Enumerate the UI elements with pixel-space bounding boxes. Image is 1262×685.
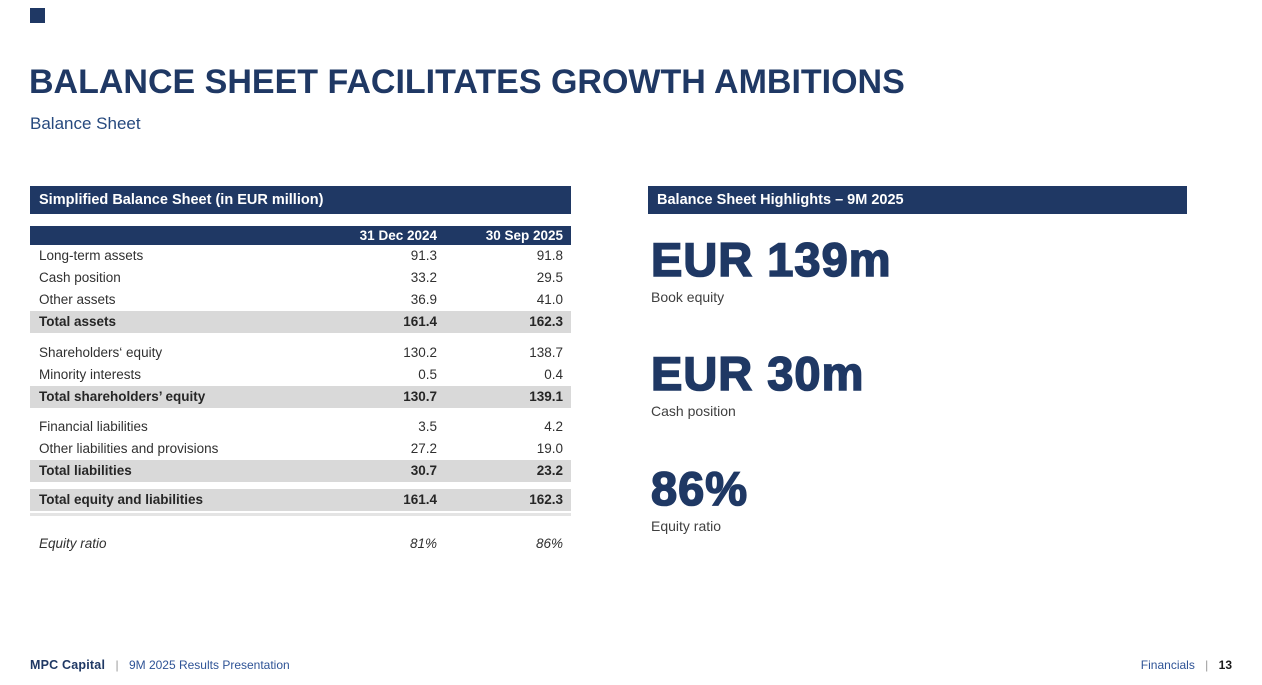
page-number: 13 [1218, 658, 1232, 672]
footer-separator: | [1205, 658, 1209, 672]
page-title: BALANCE SHEET FACILITATES GROWTH AMBITIO… [29, 63, 905, 101]
row-label: Equity ratio [39, 536, 107, 551]
section-label: Financials [1140, 658, 1195, 672]
spacer [30, 516, 571, 533]
table-row: Financial liabilities 3.5 4.2 [30, 416, 571, 438]
highlights-title: Balance Sheet Highlights – 9M 2025 [648, 186, 1187, 214]
row-value-2025: 138.7 [529, 345, 563, 360]
table-row: Shareholders‘ equity 130.2 138.7 [30, 342, 571, 364]
row-value-2024: 0.5 [418, 367, 437, 382]
row-value-2024: 91.3 [410, 248, 437, 263]
brand-square-logo [30, 8, 45, 23]
footer-right: Financials | 13 [1141, 658, 1232, 672]
page-subtitle: Balance Sheet [30, 114, 141, 133]
row-label: Total shareholders’ equity [39, 389, 206, 404]
row-value-2025: 162.3 [529, 314, 563, 329]
footer-left: MPC Capital | 9M 2025 Results Presentati… [30, 658, 290, 672]
table-row: Other assets 36.9 41.0 [30, 289, 571, 311]
row-value-2025: 162.3 [529, 492, 563, 507]
table-bottom-rule [30, 513, 571, 516]
row-label: Shareholders‘ equity [39, 345, 163, 360]
row-value-2024: 130.2 [403, 345, 437, 360]
highlight-equity-ratio: 86% Equity ratio [650, 462, 1187, 535]
column-header-empty [39, 226, 317, 245]
table-row: Other liabilities and provisions 27.2 19… [30, 438, 571, 460]
table-total-row: Total assets 161.4 162.3 [30, 311, 571, 333]
highlight-book-equity: EUR 139m Book equity [650, 233, 1187, 306]
spacer [30, 482, 571, 489]
table-title: Simplified Balance Sheet (in EUR million… [30, 186, 571, 214]
row-label: Other assets [39, 292, 116, 307]
table-total-row: Total shareholders’ equity 130.7 139.1 [30, 386, 571, 408]
row-label: Long-term assets [39, 248, 144, 263]
row-label: Total liabilities [39, 463, 132, 478]
brand-wordmark: MPC Capital [30, 658, 106, 672]
highlight-label: Cash position [651, 403, 736, 419]
table-row: Cash position 33.2 29.5 [30, 267, 571, 289]
row-value-2025: 29.5 [536, 270, 563, 285]
row-value-2024: 161.4 [403, 492, 437, 507]
highlight-cash-position: EUR 30m Cash position [650, 347, 1187, 420]
table-total-row: Total equity and liabilities 161.4 162.3 [30, 489, 571, 511]
row-label: Total assets [39, 314, 117, 329]
row-label: Financial liabilities [39, 419, 148, 434]
row-value-2024: 36.9 [410, 292, 437, 307]
highlights-panel: Balance Sheet Highlights – 9M 2025 EUR 1… [648, 186, 1187, 535]
row-value-2025: 19.0 [536, 441, 563, 456]
balance-sheet-table: Simplified Balance Sheet (in EUR million… [30, 186, 571, 555]
spacer [30, 214, 571, 226]
highlight-value: EUR 139m [650, 233, 892, 286]
row-label: Total equity and liabilities [39, 492, 204, 507]
row-value-2025: 41.0 [536, 292, 563, 307]
row-value-2024: 3.5 [418, 419, 437, 434]
highlight-value: 86% [650, 462, 749, 515]
row-value-2024: 81% [409, 536, 437, 551]
row-value-2024: 30.7 [410, 463, 437, 478]
column-header-31-dec-2024: 31 Dec 2024 [359, 228, 437, 243]
row-value-2025: 0.4 [544, 367, 563, 382]
row-label: Cash position [39, 270, 121, 285]
row-value-2025: 23.2 [536, 463, 563, 478]
row-label: Minority interests [39, 367, 142, 382]
spacer [30, 333, 571, 342]
table-row: Long-term assets 91.3 91.8 [30, 245, 571, 267]
row-value-2025: 4.2 [544, 419, 563, 434]
table-row: Minority interests 0.5 0.4 [30, 364, 571, 386]
row-value-2024: 27.2 [410, 441, 437, 456]
row-value-2025: 91.8 [536, 248, 563, 263]
table-column-header-row: 31 Dec 2024 30 Sep 2025 [30, 226, 571, 245]
footer-separator: | [115, 658, 119, 672]
column-header-30-sep-2025: 30 Sep 2025 [485, 228, 563, 243]
row-value-2025: 139.1 [529, 389, 563, 404]
row-value-2025: 86% [535, 536, 563, 551]
row-label: Other liabilities and provisions [39, 441, 219, 456]
highlight-value: EUR 30m [650, 347, 865, 400]
row-value-2024: 130.7 [403, 389, 437, 404]
presentation-title: 9M 2025 Results Presentation [128, 658, 290, 672]
spacer [30, 408, 571, 416]
row-value-2024: 161.4 [403, 314, 437, 329]
highlight-label: Book equity [651, 289, 725, 305]
equity-ratio-row: Equity ratio 81% 86% [30, 533, 571, 555]
highlight-label: Equity ratio [651, 518, 722, 534]
table-total-row: Total liabilities 30.7 23.2 [30, 460, 571, 482]
row-value-2024: 33.2 [410, 270, 437, 285]
